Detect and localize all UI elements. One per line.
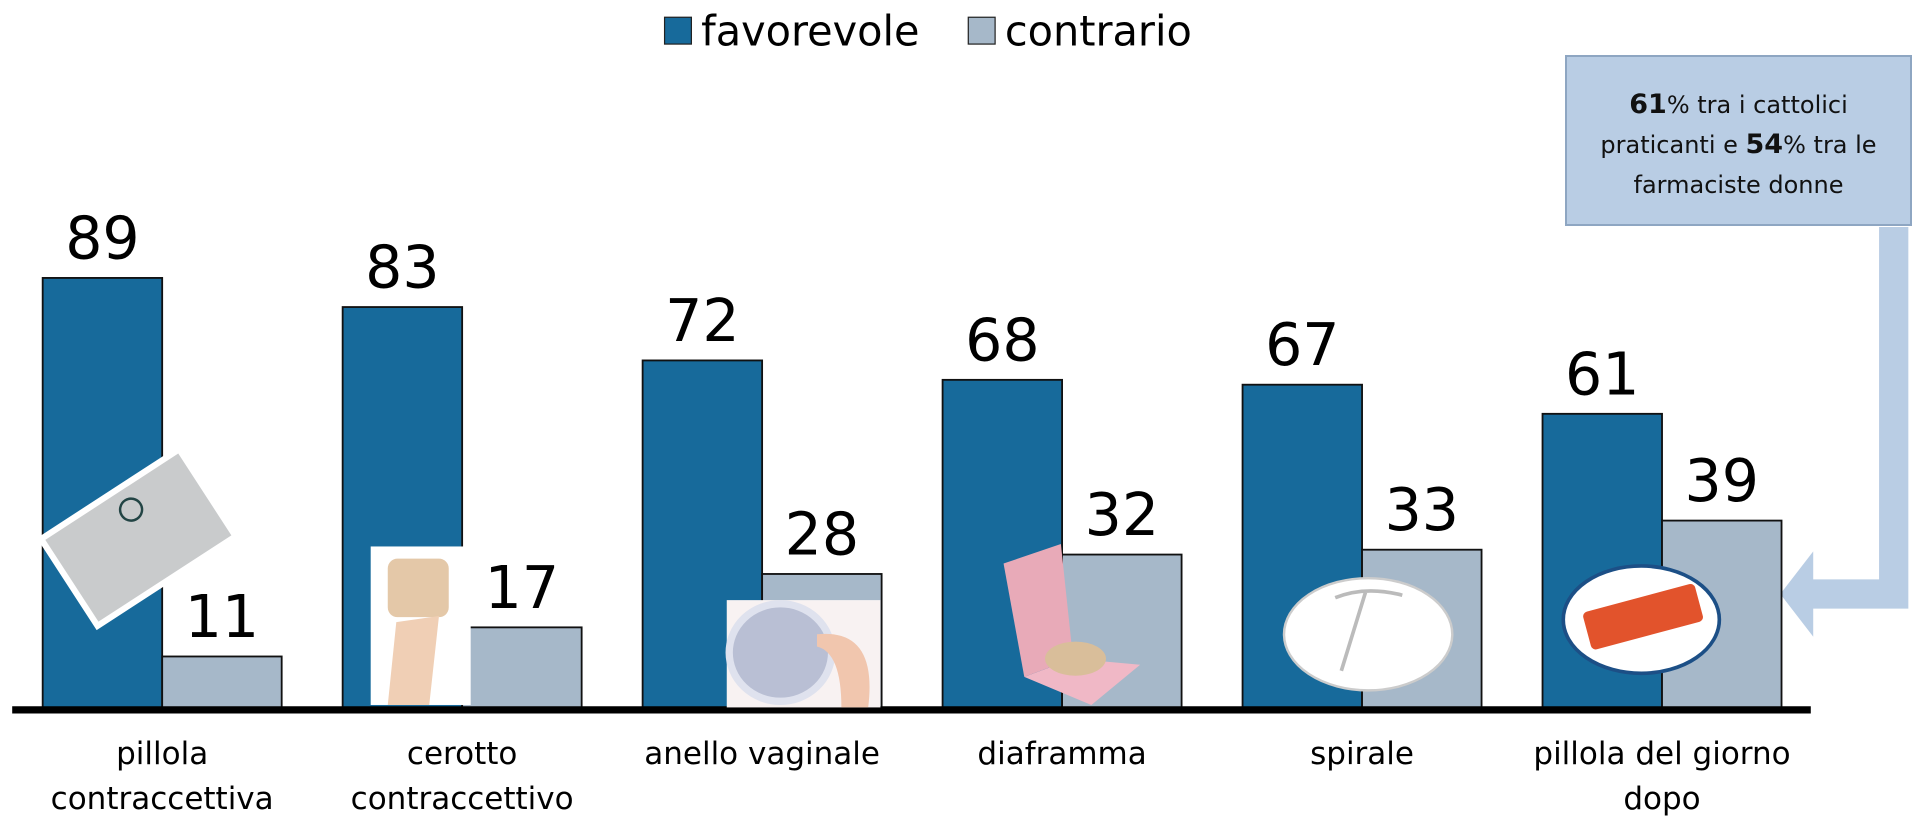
arrow xyxy=(1811,227,1894,594)
value-label: 32 xyxy=(1085,481,1159,549)
value-label: 33 xyxy=(1385,476,1459,544)
bar xyxy=(162,656,281,709)
value-label: 28 xyxy=(785,500,859,568)
value-label: 83 xyxy=(365,234,439,302)
annotation-box: 61% tra i cattolici praticanti e 54% tra… xyxy=(1565,55,1912,226)
x-tick-label: pillola del giorno dopo xyxy=(1522,732,1802,821)
legend-swatch xyxy=(968,17,995,44)
morning-after-image xyxy=(1563,566,1719,673)
patch-image xyxy=(371,546,471,705)
value-label: 11 xyxy=(185,583,259,651)
x-tick-label: cerotto contraccettivo xyxy=(322,732,602,821)
value-label: 61 xyxy=(1565,340,1639,408)
legend-swatch xyxy=(665,17,692,44)
bars xyxy=(43,278,1782,710)
legend-label: contrario xyxy=(1005,7,1192,55)
bar xyxy=(462,627,582,710)
annotation-text: 54 xyxy=(1746,129,1784,160)
value-label: 68 xyxy=(965,306,1039,374)
annotation-text: 61 xyxy=(1629,89,1667,120)
page: {"chart_data": {"type": "bar", "categori… xyxy=(0,0,1912,821)
value-label: 89 xyxy=(65,204,139,272)
value-label: 17 xyxy=(485,554,559,622)
value-label: 67 xyxy=(1265,311,1339,379)
x-tick-label: anello vaginale xyxy=(622,732,902,777)
ring-image xyxy=(727,600,881,707)
x-tick-label: spirale xyxy=(1222,732,1502,777)
iud-image xyxy=(1284,578,1452,690)
x-tick-label: pillola contraccettiva xyxy=(22,732,302,821)
value-label: 72 xyxy=(665,287,739,355)
legend: favorevole contrario xyxy=(665,7,1192,55)
arrow-head xyxy=(1780,551,1813,636)
x-tick-label: diaframma xyxy=(922,732,1202,777)
legend-label: favorevole xyxy=(701,7,919,55)
value-label: 39 xyxy=(1685,447,1759,515)
